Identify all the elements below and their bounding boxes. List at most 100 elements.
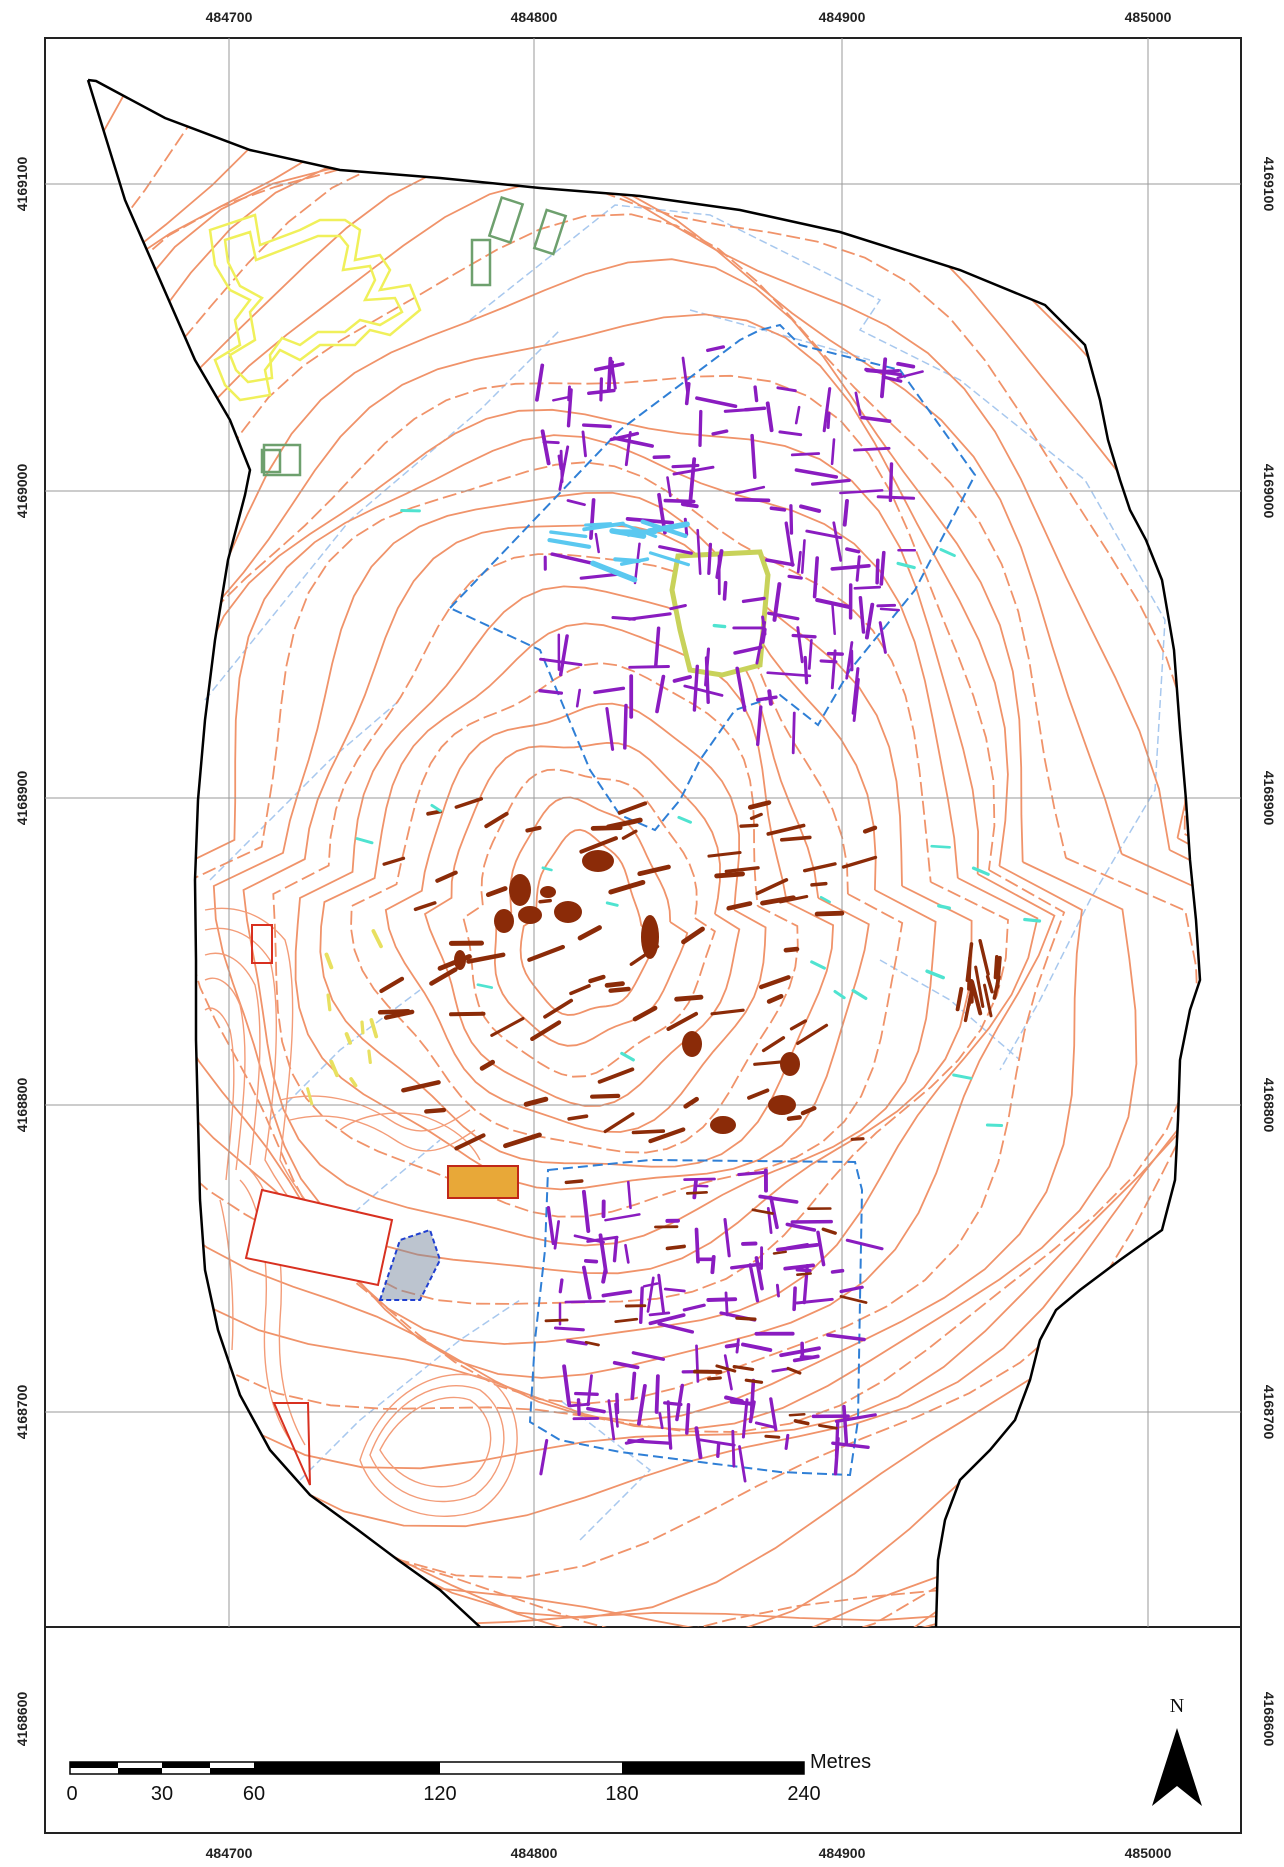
anomaly-purple — [754, 1421, 777, 1429]
anomaly-purple — [683, 1177, 716, 1181]
anomaly-purple — [681, 356, 689, 395]
anomaly-brown — [484, 811, 509, 829]
anomaly-brown — [401, 1080, 441, 1093]
anomaly-purple — [815, 598, 852, 609]
anomaly-brown — [429, 967, 458, 986]
anomaly-purple — [879, 550, 886, 586]
anomaly-purple — [567, 385, 571, 402]
anomaly-purple — [803, 655, 809, 685]
anomaly-purple — [683, 684, 724, 697]
anomaly-cyan — [476, 983, 494, 989]
survey-area-south — [528, 1158, 864, 1477]
anomaly-purple — [845, 547, 861, 554]
northing-label: 4168800 — [1261, 1078, 1277, 1133]
northing-label: 4168600 — [14, 1692, 30, 1747]
anomaly-brown — [377, 1008, 411, 1015]
anomaly-purple — [831, 601, 836, 636]
anomaly-brown — [739, 823, 759, 828]
anomaly-brown — [783, 946, 800, 953]
scale-segment — [118, 1768, 162, 1774]
anomaly-brown — [424, 1107, 447, 1114]
contour-line — [88, 80, 1200, 1627]
scale-segment — [622, 1762, 804, 1774]
anomaly-purple — [582, 423, 612, 429]
anomaly-purple — [766, 671, 812, 678]
anomaly-brown — [800, 1106, 817, 1116]
anomaly-purple — [598, 1233, 608, 1274]
anomaly-purple — [593, 362, 625, 372]
anomaly-purple — [706, 345, 726, 353]
anomaly-purple — [607, 1399, 616, 1441]
anomaly-purple — [698, 409, 703, 447]
contour-line — [88, 80, 1200, 1626]
contour-line — [88, 180, 1200, 1470]
anomaly-cyan — [584, 522, 613, 527]
contour-line — [88, 313, 1083, 1422]
anomaly-purple — [765, 401, 774, 433]
anomaly-brown — [955, 986, 964, 1012]
anomaly-purple — [666, 1400, 672, 1438]
anomaly-purple — [731, 1429, 736, 1468]
contour-line — [350, 662, 799, 1154]
anomaly-purple — [675, 1383, 685, 1422]
anomaly-brown — [435, 870, 458, 883]
anomaly-brown — [543, 998, 574, 1019]
anomaly-purple — [558, 445, 570, 491]
anomaly-purple — [794, 468, 839, 479]
scale-segment — [254, 1762, 440, 1774]
anomaly-purple — [741, 1342, 773, 1352]
anomaly-cyan — [549, 530, 588, 539]
anomaly-features-brown — [454, 850, 800, 1134]
anomaly-purple — [566, 1339, 588, 1346]
anomaly-purple — [576, 1398, 581, 1416]
anomaly-cyan — [712, 623, 727, 629]
anomaly-brown — [841, 855, 878, 869]
anomaly-purple — [682, 1303, 706, 1312]
anomaly-purple — [792, 1286, 797, 1312]
scale-segment — [70, 1762, 118, 1768]
anomaly-purple — [794, 405, 801, 425]
anomaly-purple — [729, 1399, 756, 1406]
anomaly-brown — [978, 939, 990, 976]
anomaly-brown — [793, 1419, 810, 1426]
anomaly-brown — [503, 1132, 542, 1149]
anomaly-purple — [769, 506, 787, 512]
anomaly-purple — [557, 454, 563, 471]
anomaly-brown — [449, 1011, 486, 1017]
anomaly-purple — [539, 657, 583, 667]
anomaly-brown — [597, 1067, 635, 1084]
anomaly-brown — [530, 1020, 562, 1042]
anomaly-purple — [826, 1333, 866, 1342]
anomaly-purple — [775, 1283, 780, 1298]
anomaly-purple — [864, 602, 875, 640]
anomaly-purple — [587, 388, 616, 396]
anomaly-purple — [784, 521, 795, 567]
anomaly-cyan — [985, 1123, 1004, 1127]
anomaly-brown — [617, 801, 648, 815]
contour-line — [88, 374, 1066, 1405]
anomaly-purple — [581, 430, 587, 458]
anomaly-purple — [730, 1262, 763, 1270]
anomaly-brown — [983, 983, 993, 1018]
anomaly-cyan — [1023, 917, 1042, 923]
anomaly-purple — [819, 659, 838, 664]
anomaly-purple — [594, 532, 600, 554]
anomaly-cyan — [851, 988, 868, 1001]
anomaly-purple — [546, 1205, 555, 1246]
anomaly-purple — [724, 1342, 740, 1349]
anomaly-brown — [577, 925, 602, 941]
scale-tick-label: 30 — [151, 1783, 173, 1805]
anomaly-brown — [967, 987, 974, 1007]
anomaly-purple — [696, 1438, 736, 1447]
anomaly-purple — [694, 1426, 703, 1460]
anomaly-purple — [737, 1170, 767, 1177]
anomaly-purple — [758, 1194, 799, 1204]
anomaly-purple — [734, 485, 766, 495]
anomaly-purple — [612, 1360, 640, 1370]
anomaly-purple — [552, 396, 569, 402]
anomaly-purple — [787, 574, 803, 580]
anomaly-brown — [821, 1227, 837, 1235]
anomaly-purple — [756, 695, 778, 702]
anomaly-purple — [694, 1227, 700, 1264]
anomaly-cyan — [677, 815, 692, 824]
